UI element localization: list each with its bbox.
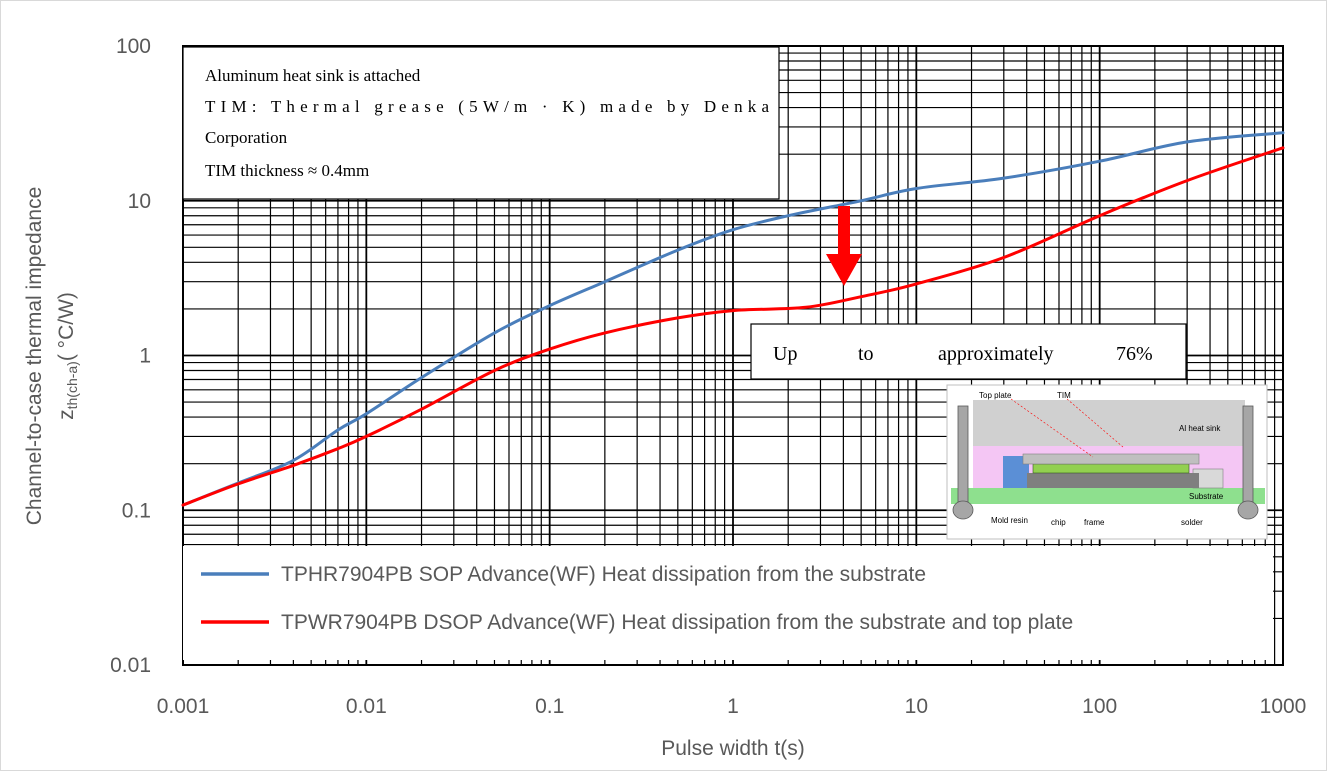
- inset-screw-right-shaft: [1242, 405, 1254, 505]
- inset-chip: [1032, 463, 1190, 474]
- inset-label-tim: TIM: [1057, 391, 1071, 400]
- inset-label-frame: frame: [1084, 518, 1105, 527]
- y-axis-title-main: Channel-to-case thermal impedance: [23, 187, 46, 526]
- reduction-arrow-head: [826, 254, 862, 286]
- reduction-arrow: [826, 206, 862, 286]
- inset-leader-top-plate: [1010, 398, 1094, 458]
- callout-word-4: 76%: [1116, 343, 1153, 365]
- y-tick-label: 10: [128, 190, 151, 213]
- y-axis-subscript: th(ch-a): [64, 361, 80, 409]
- note-line-2: TIM: Thermal grease (5W/m · K) made by D…: [205, 97, 769, 116]
- note-box: Aluminum heat sink is attached TIM: Ther…: [182, 46, 780, 200]
- inset-leader-tim: [1066, 398, 1124, 448]
- inset-label-solder: solder: [1181, 518, 1203, 527]
- x-tick-label: 1: [727, 695, 739, 718]
- y-tick-label: 0.1: [122, 499, 151, 522]
- y-axis-unit: ( °C/W): [55, 292, 78, 361]
- series-line-dsop: [181, 146, 1285, 507]
- inset-heat-sink: [973, 400, 1245, 446]
- series-line-sop: [181, 131, 1285, 507]
- x-tick-label: 0.01: [346, 695, 387, 718]
- y-axis-symbol: z: [55, 409, 78, 420]
- inset-screw-left-head: [952, 500, 974, 520]
- callout-word-2: to: [858, 343, 874, 365]
- legend-frame: [183, 546, 1273, 660]
- inset-screw-left-shaft: [957, 405, 969, 505]
- plot-border: [182, 45, 1284, 666]
- inset-substrate: [951, 488, 1265, 504]
- reduction-arrow-shaft: [838, 206, 850, 254]
- y-tick-label: 1: [139, 345, 151, 368]
- note-line-4: TIM thickness ≈ 0.4mm: [205, 161, 369, 180]
- inset-screw-left: [952, 405, 974, 520]
- y-tick-label: 0.01: [110, 654, 151, 677]
- note-box-frame: [182, 46, 780, 200]
- inset-label-mold-resin: Mold resin: [991, 516, 1028, 525]
- package-cross-section-inset: Top plate TIM Al heat sink Substrate Mol…: [946, 384, 1268, 540]
- inset-label-heat-sink: Al heat sink: [1179, 424, 1221, 433]
- x-tick-label: 0.001: [157, 695, 210, 718]
- legend-label-dsop: TPWR7904PB DSOP Advance(WF) Heat dissipa…: [281, 611, 1073, 634]
- inset-screw-right: [1237, 405, 1259, 520]
- inset-label-top-plate: Top plate: [979, 391, 1012, 400]
- note-line-3: Corporation: [205, 128, 288, 147]
- callout-word-1: Up: [773, 343, 797, 365]
- note-line-1: Aluminum heat sink is attached: [205, 66, 421, 85]
- y-axis-title-symbol: zth(ch-a)( °C/W): [55, 292, 80, 420]
- x-tick-label: 100: [1082, 695, 1117, 718]
- series-layer: [181, 131, 1285, 507]
- legend-label-sop: TPHR7904PB SOP Advance(WF) Heat dissipat…: [281, 563, 926, 586]
- tick-layer: 0.001 0.01 0.1 1 10 100 1000 0.01 0.1 1 10 100: [110, 35, 1306, 718]
- inset-frame: [1027, 473, 1199, 488]
- inset-screw-right-head: [1237, 500, 1259, 520]
- legend: TPHR7904PB SOP Advance(WF) Heat dissipat…: [183, 546, 1273, 660]
- x-tick-label: 0.1: [535, 695, 564, 718]
- y-axis-title: Channel-to-case thermal impedance zth(ch…: [23, 187, 80, 526]
- x-tick-label: 10: [905, 695, 928, 718]
- y-tick-label: 100: [116, 35, 151, 58]
- callout-word-3: approximately: [938, 343, 1054, 365]
- inset-label-chip: chip: [1051, 518, 1066, 527]
- inset-label-substrate: Substrate: [1189, 492, 1224, 501]
- reduction-callout: Up to approximately 76%: [750, 323, 1187, 380]
- inset-top-plate: [1022, 453, 1200, 465]
- reduction-callout-frame: [750, 323, 1187, 380]
- x-tick-label: 1000: [1260, 695, 1307, 718]
- x-axis-title: Pulse width t(s): [661, 737, 805, 760]
